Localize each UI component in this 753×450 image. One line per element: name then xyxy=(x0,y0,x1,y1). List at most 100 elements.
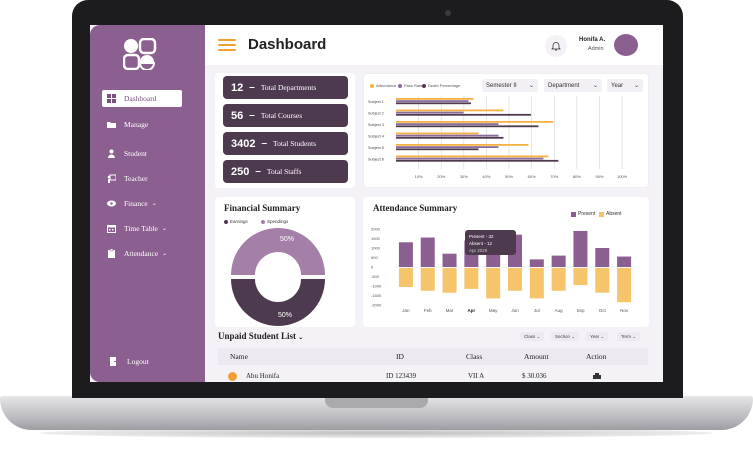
x-tick-label: Mar xyxy=(446,308,454,313)
sidebar-item-label: Time Table xyxy=(124,224,158,233)
legend-pass-rate: Pass Rate xyxy=(398,83,422,88)
y-tick-label: -500 xyxy=(371,274,380,279)
x-tick-label: 40% xyxy=(482,174,490,179)
stat-dash: – xyxy=(255,166,261,177)
bar-pass-rate xyxy=(396,134,499,137)
stat-label: Total Departments xyxy=(260,83,317,92)
x-tick-label: 30% xyxy=(460,174,468,179)
bar-death-percentage xyxy=(396,148,479,151)
donut-slice-earnings xyxy=(231,279,325,326)
y-tick-label: 500 xyxy=(371,255,378,260)
stat-label: Total Courses xyxy=(260,111,303,120)
stat-label: Total Staffs xyxy=(266,167,302,176)
bar-absent xyxy=(529,268,544,299)
column-amount: Amount xyxy=(524,352,549,361)
chevron-down-icon: ⌄ xyxy=(298,335,304,341)
chevron-down-icon: ⌄ xyxy=(633,83,639,89)
stat-value: 56 xyxy=(231,109,244,122)
bar-present xyxy=(529,259,544,267)
category-label: Subject 4 xyxy=(368,135,384,139)
financial-summary-title: Financial Summary xyxy=(224,203,301,213)
bar-absent xyxy=(551,268,566,291)
stat-card[interactable]: 250– Total Staffs xyxy=(223,160,348,183)
logout-icon xyxy=(110,357,120,366)
legend-present: Present xyxy=(571,211,595,217)
x-tick-label: Jun xyxy=(511,308,519,313)
category-label: Subject 3 xyxy=(368,123,384,127)
bar-death-percentage xyxy=(396,113,531,116)
avatar[interactable] xyxy=(614,34,638,56)
laptop-shadow xyxy=(40,428,713,438)
year-dropdown[interactable]: Year ⌄ xyxy=(607,79,643,92)
x-tick-label: Nov xyxy=(620,308,629,313)
stat-label: Total Students xyxy=(273,139,317,148)
screen: Dashboard Manage Student Teacher Finance… xyxy=(90,25,663,382)
stat-value: 3402 xyxy=(231,137,256,150)
bar-death-percentage xyxy=(396,136,504,139)
sidebar-item-attendance[interactable]: Attendance ⌄ xyxy=(102,245,182,262)
stat-card[interactable]: 56– Total Courses xyxy=(223,104,348,127)
bar-present xyxy=(442,253,457,267)
x-tick-label: Aug xyxy=(555,308,564,313)
bar-absent xyxy=(420,268,435,291)
x-tick-label: 10% xyxy=(415,174,423,179)
top-header: Dashboard Honifa A. Admin xyxy=(205,25,663,65)
bar-present xyxy=(617,256,632,267)
bar-absent xyxy=(573,268,588,286)
sidebar-item-dashboard[interactable]: Dashboard xyxy=(102,90,182,107)
x-tick-label: Jan xyxy=(402,308,410,313)
sidebar-item-teacher[interactable]: Teacher xyxy=(102,170,182,187)
logout-button[interactable]: Logout xyxy=(105,353,185,370)
chevron-down-icon: ⌄ xyxy=(162,251,168,257)
sidebar-item-label: Student xyxy=(124,149,147,158)
x-tick-label: Jul xyxy=(534,308,540,313)
clipboard-icon xyxy=(107,248,116,258)
department-dropdown[interactable]: Department ⌄ xyxy=(544,79,602,92)
bar-absent xyxy=(595,268,610,293)
sidebar-item-time-table[interactable]: Time Table ⌄ xyxy=(102,220,182,237)
donut-label-bottom: 50% xyxy=(278,312,292,319)
bar-present xyxy=(398,242,413,267)
x-tick-label: 20% xyxy=(437,174,445,179)
donut-label-top: 50% xyxy=(280,236,294,243)
bar-pass-rate xyxy=(396,100,469,102)
table-row[interactable]: Abu Honifa ID 123439 VII A $ 30.036 xyxy=(218,368,648,382)
chevron-down-icon: ⌄ xyxy=(592,83,598,89)
x-tick-label: Feb xyxy=(424,308,432,313)
class-filter[interactable]: Class ⌄ xyxy=(520,332,545,341)
user-icon xyxy=(107,149,116,158)
legend-death-percentage: Death Percentage xyxy=(422,83,460,88)
sidebar-item-label: Manage xyxy=(124,120,149,129)
sidebar-item-label: Teacher xyxy=(124,174,148,183)
calendar-icon xyxy=(107,224,116,233)
printer-icon[interactable] xyxy=(593,373,601,382)
stat-dash: – xyxy=(249,82,255,93)
chevron-down-icon: ⌄ xyxy=(528,83,534,89)
cell-id: ID 123439 xyxy=(386,372,417,380)
section-filter[interactable]: Section ⌄ xyxy=(551,332,580,341)
y-tick-label: 1000 xyxy=(371,246,381,251)
year-filter[interactable]: Year ⌄ xyxy=(586,332,609,341)
x-tick-label: 60% xyxy=(528,174,536,179)
sidebar-item-finance[interactable]: Finance ⌄ xyxy=(102,195,182,212)
donut-slice-spendings xyxy=(231,228,325,275)
term-filter[interactable]: Term ⌄ xyxy=(617,332,641,341)
notification-button[interactable] xyxy=(545,35,567,57)
menu-icon[interactable] xyxy=(218,39,236,51)
y-tick-label: 0 xyxy=(371,265,374,270)
bar-pass-rate xyxy=(396,123,499,125)
stat-card[interactable]: 3402– Total Students xyxy=(223,132,348,155)
category-label: Subject 1 xyxy=(368,100,384,104)
bar-absent xyxy=(442,268,457,293)
stat-card[interactable]: 12– Total Departments xyxy=(223,76,348,99)
sidebar-item-manage[interactable]: Manage xyxy=(102,116,182,133)
semester-dropdown[interactable]: Semester II ⌄ xyxy=(482,79,538,92)
sidebar-item-student[interactable]: Student xyxy=(102,145,182,162)
bar-present xyxy=(551,255,566,267)
logout-label: Logout xyxy=(127,357,149,366)
chart-tooltip: Present - 32 Absent - 12 Apr 2020 xyxy=(465,230,516,255)
x-tick-label: Sep xyxy=(576,308,585,313)
subject-bar-chart-panel: Attendance Pass Rate Death Percentage Se… xyxy=(363,73,649,188)
y-tick-label: -1500 xyxy=(371,293,382,298)
bar-absent xyxy=(464,268,479,289)
